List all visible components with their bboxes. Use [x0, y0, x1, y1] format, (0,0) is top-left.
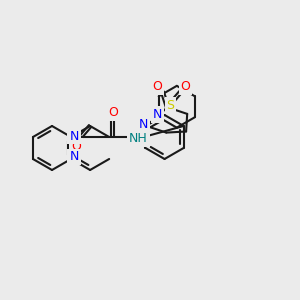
Text: O: O — [108, 106, 118, 119]
Text: N: N — [153, 108, 162, 121]
Text: S: S — [167, 99, 174, 112]
Text: O: O — [71, 140, 81, 152]
Text: N: N — [69, 130, 79, 142]
Text: O: O — [181, 80, 190, 93]
Text: N: N — [69, 151, 79, 164]
Text: NH: NH — [129, 133, 148, 146]
Text: N: N — [139, 118, 148, 131]
Text: O: O — [152, 80, 162, 93]
